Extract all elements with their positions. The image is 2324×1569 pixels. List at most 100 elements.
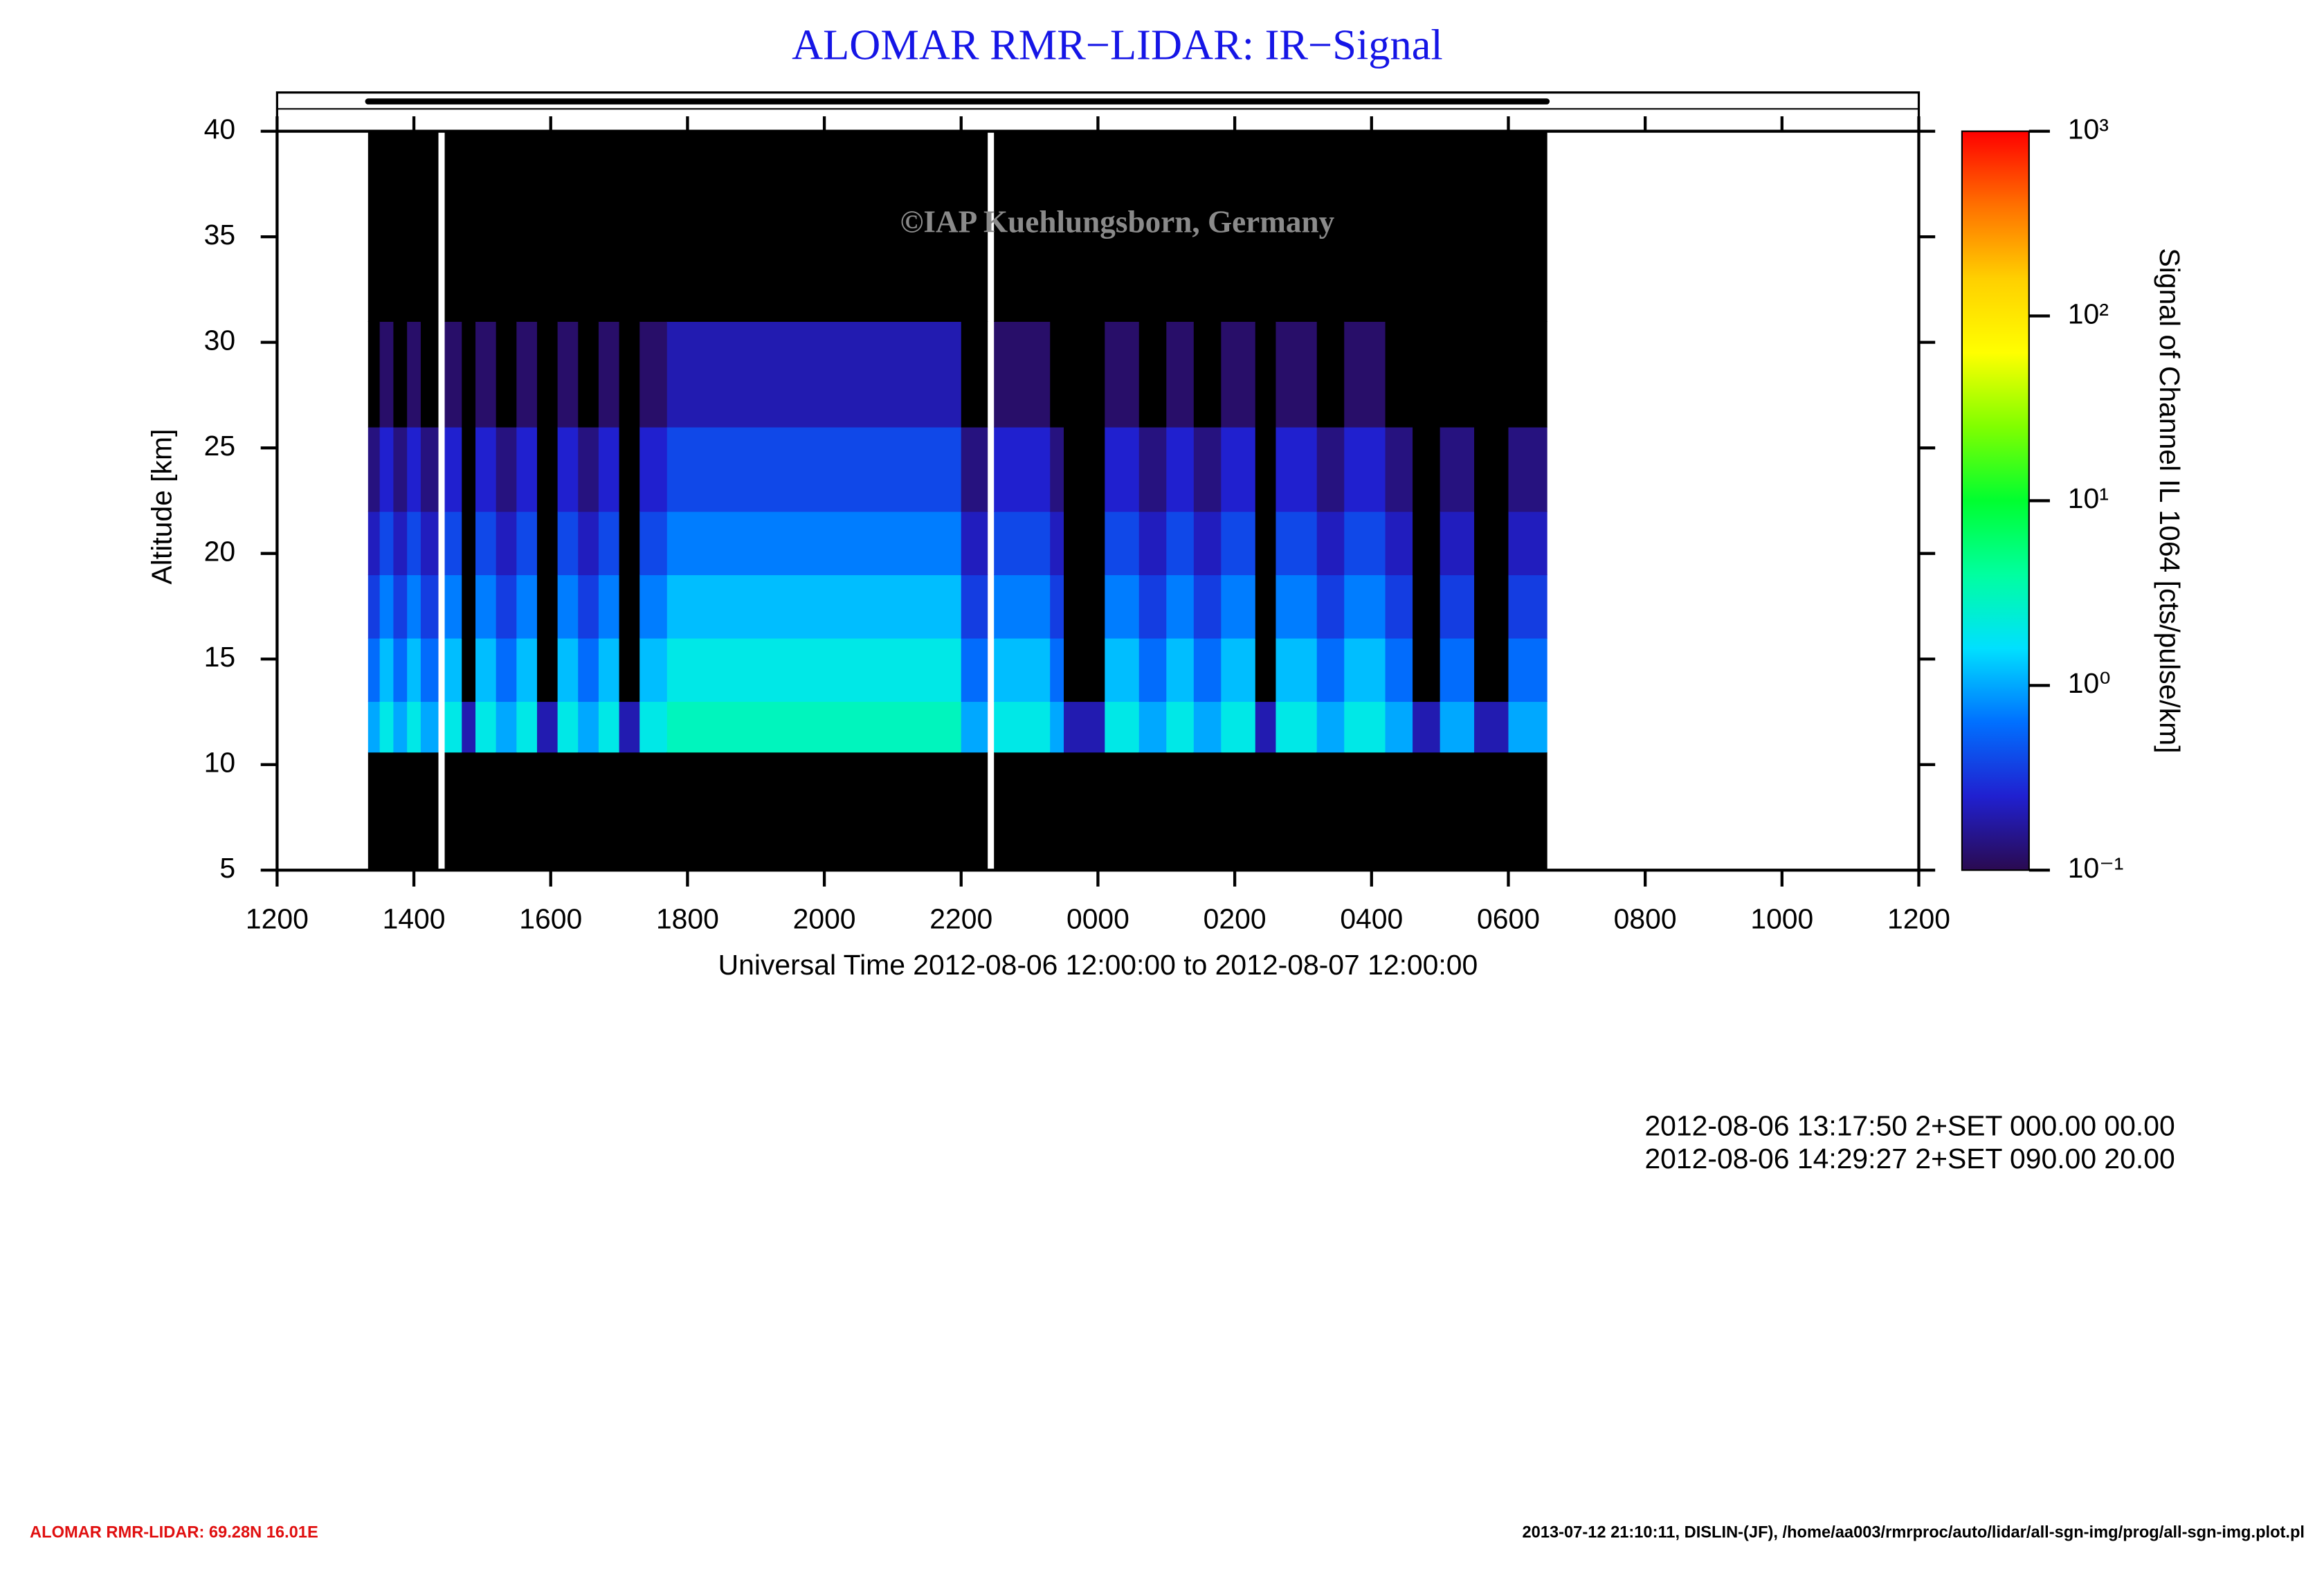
heatmap-cell xyxy=(475,131,497,323)
heatmap-cell xyxy=(961,426,988,512)
heatmap-cell xyxy=(639,426,668,512)
heatmap-cell xyxy=(367,511,381,576)
heatmap-cell xyxy=(367,701,381,753)
heatmap-cell xyxy=(367,131,381,323)
heatmap-cell xyxy=(536,752,559,871)
x-tick-label: 1200 xyxy=(246,903,309,934)
heatmap-cell xyxy=(1413,131,1441,323)
heatmap-cell xyxy=(598,511,620,576)
heatmap-cell xyxy=(407,701,421,753)
heatmap-cell xyxy=(1255,701,1277,753)
heatmap-cell xyxy=(420,637,439,702)
y-tick-label: 10 xyxy=(204,747,235,779)
heatmap-cell xyxy=(462,511,476,576)
heatmap-cell xyxy=(578,574,599,639)
heatmap-cell xyxy=(1050,701,1064,753)
heatmap-cell xyxy=(496,511,518,576)
heatmap-cell xyxy=(1276,574,1318,639)
heatmap-cell xyxy=(557,752,579,871)
heatmap-cell xyxy=(1221,131,1256,323)
heatmap-cell xyxy=(1221,426,1256,512)
heatmap-cell xyxy=(1105,701,1140,753)
heatmap-cell xyxy=(516,752,538,871)
heatmap-cell xyxy=(1276,131,1318,323)
heatmap-cell xyxy=(1474,701,1509,753)
heatmap-cell xyxy=(1276,426,1318,512)
heatmap-cell xyxy=(1508,701,1547,753)
heatmap-cell xyxy=(1316,511,1345,576)
heatmap-cell xyxy=(393,574,408,639)
heatmap-cell xyxy=(1138,701,1168,753)
heatmap-cell xyxy=(516,426,538,512)
heatmap-cell xyxy=(379,752,394,871)
heatmap-cell xyxy=(1316,701,1345,753)
heatmap-cell xyxy=(1413,511,1441,576)
heatmap-cell xyxy=(1255,131,1277,323)
heatmap-cell xyxy=(1193,321,1222,428)
heatmap-cell xyxy=(1344,752,1386,871)
heatmap-cell xyxy=(1316,426,1345,512)
colorbar-tick-label: 10⁻¹ xyxy=(2068,852,2124,884)
heatmap-cell xyxy=(1385,701,1413,753)
heatmap-cell xyxy=(475,426,497,512)
heatmap-cell xyxy=(1276,511,1318,576)
heatmap-cell xyxy=(994,574,1051,639)
heatmap-cell xyxy=(1166,637,1195,702)
heatmap-cell xyxy=(444,574,463,639)
heatmap-cell xyxy=(1064,574,1106,639)
heatmap-cell xyxy=(961,131,988,323)
heatmap-cell xyxy=(420,511,439,576)
heatmap-cell xyxy=(1440,321,1475,428)
heatmap-cell xyxy=(407,511,421,576)
heatmap-cell xyxy=(1050,574,1064,639)
heatmap-cell xyxy=(639,574,668,639)
heatmap-cell xyxy=(1508,511,1547,576)
heatmap-cell xyxy=(516,321,538,428)
heatmap-cell xyxy=(1193,752,1222,871)
x-tick-label: 0200 xyxy=(1204,903,1267,934)
heatmap-cell xyxy=(1413,426,1441,512)
heatmap-cell xyxy=(420,574,439,639)
heatmap-cell xyxy=(961,511,988,576)
x-tick-label: 1800 xyxy=(656,903,719,934)
heatmap-cell xyxy=(1138,321,1168,428)
heatmap-cell xyxy=(475,574,497,639)
heatmap-cell xyxy=(598,752,620,871)
heatmap-cell xyxy=(367,637,381,702)
heatmap-cell xyxy=(407,637,421,702)
heatmap-cell xyxy=(619,511,641,576)
heatmap-cell xyxy=(666,752,962,871)
heatmap-cell xyxy=(557,131,579,323)
heatmap-cell xyxy=(407,752,421,871)
heatmap-cell xyxy=(639,131,668,323)
heatmap-cell xyxy=(475,752,497,871)
heatmap-cell xyxy=(598,574,620,639)
heatmap-cell xyxy=(1276,321,1318,428)
heatmap-cell xyxy=(1440,426,1475,512)
heatmap-cell xyxy=(1255,426,1277,512)
heatmap-cell xyxy=(1064,511,1106,576)
info-line: 2012-08-06 14:29:27 2+SET 090.00 20.00 xyxy=(1644,1143,2175,1175)
heatmap-cell xyxy=(1105,637,1140,702)
heatmap-cell xyxy=(1050,426,1064,512)
heatmap-cell xyxy=(1413,574,1441,639)
heatmap-cell xyxy=(393,131,408,323)
x-tick-label: 1200 xyxy=(1887,903,1950,934)
heatmap-cell xyxy=(1440,131,1475,323)
heatmap-cell xyxy=(1316,752,1345,871)
heatmap-cell xyxy=(444,426,463,512)
heatmap-cell xyxy=(496,426,518,512)
heatmap-cell xyxy=(1316,574,1345,639)
heatmap-cell xyxy=(1064,701,1106,753)
y-tick-label: 20 xyxy=(204,535,235,567)
heatmap-cell xyxy=(1474,752,1509,871)
heatmap-cell xyxy=(1385,131,1413,323)
heatmap-cell xyxy=(619,131,641,323)
heatmap-cell xyxy=(1193,637,1222,702)
heatmap-cell xyxy=(961,752,988,871)
y-tick-label: 5 xyxy=(219,852,235,884)
heatmap-cell xyxy=(1105,511,1140,576)
heatmap-cell xyxy=(1276,637,1318,702)
x-tick-label: 0800 xyxy=(1614,903,1677,934)
heatmap-cell xyxy=(578,426,599,512)
